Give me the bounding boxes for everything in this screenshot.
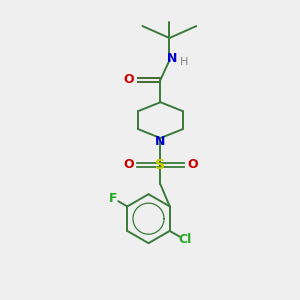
Text: S: S [155, 158, 166, 172]
Text: Cl: Cl [178, 233, 192, 246]
Text: O: O [188, 158, 198, 171]
Text: F: F [109, 192, 117, 205]
Text: H: H [180, 57, 188, 67]
Text: O: O [124, 73, 134, 86]
Text: N: N [155, 134, 166, 148]
Text: O: O [123, 158, 134, 171]
Text: N: N [167, 52, 178, 64]
